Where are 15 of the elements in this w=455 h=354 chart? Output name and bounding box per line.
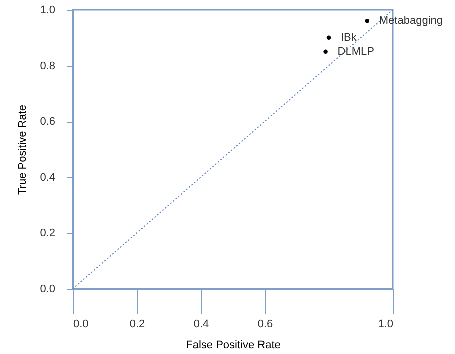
x-tick-label: 0.6 [258, 318, 274, 330]
y-tick-label: 1.0 [40, 4, 56, 16]
x-tick-label: 1.0 [378, 318, 394, 330]
x-axis-title: False Positive Rate [186, 340, 281, 352]
series-label: IBk [341, 32, 358, 44]
series-label: DLMLP [338, 46, 374, 58]
y-tick-label: 0.2 [40, 228, 56, 240]
x-tick-label: 0.4 [194, 318, 210, 330]
y-tick-label: 0.8 [40, 60, 56, 72]
x-tick-label: 0.0 [74, 318, 89, 330]
y-tick-label: 0.4 [40, 172, 56, 184]
y-tick-label: 0.0 [40, 284, 56, 296]
x-tick-label: 0.2 [130, 318, 146, 330]
y-tick-label: 0.6 [40, 116, 56, 128]
y-axis-title: True Positive Rate [17, 104, 30, 196]
